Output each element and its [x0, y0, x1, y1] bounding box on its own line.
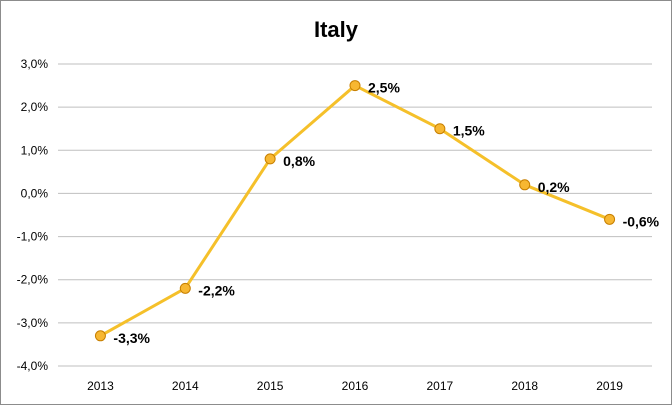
- data-label: -2,2%: [198, 282, 235, 298]
- data-points: [94, 80, 616, 342]
- x-tick-label: 2013: [87, 379, 114, 393]
- data-point: [349, 80, 361, 92]
- x-axis-ticks: 2013 2014 2015 2016 2017 2018 2019: [87, 379, 623, 393]
- data-label: 0,8%: [283, 153, 315, 169]
- data-point: [434, 123, 446, 135]
- y-tick-label: 3,0%: [21, 57, 49, 71]
- data-point: [264, 153, 276, 165]
- y-tick-label: 1,0%: [21, 143, 49, 157]
- y-tick-label: 2,0%: [21, 100, 49, 114]
- data-label: -3,3%: [113, 330, 150, 346]
- gridlines: [58, 63, 652, 367]
- x-tick-label: 2014: [172, 379, 199, 393]
- y-axis-ticks: 3,0% 2,0% 1,0% 0,0% -1,0% -2,0% -3,0% -4,0%: [17, 57, 49, 373]
- y-tick-label: -3,0%: [17, 316, 49, 330]
- x-tick-label: 2016: [342, 379, 369, 393]
- x-tick-label: 2018: [511, 379, 538, 393]
- x-tick-label: 2019: [596, 379, 623, 393]
- y-tick-label: 0,0%: [21, 186, 49, 200]
- y-tick-label: -1,0%: [17, 230, 49, 244]
- x-tick-label: 2017: [427, 379, 454, 393]
- series-line: [99, 84, 611, 338]
- chart-title: Italy: [313, 17, 359, 42]
- data-point: [179, 282, 191, 294]
- series-line-group: [99, 84, 611, 338]
- data-point: [94, 330, 106, 342]
- y-tick-label: -4,0%: [17, 359, 49, 373]
- data-labels: -3,3% -2,2% 0,8% 2,5% 1,5% 0,2% -0,6%: [113, 80, 659, 346]
- data-label: 1,5%: [453, 123, 485, 139]
- data-point: [519, 179, 531, 191]
- data-point: [604, 213, 616, 225]
- x-tick-label: 2015: [257, 379, 284, 393]
- data-label: 0,2%: [538, 179, 570, 195]
- data-label: -0,6%: [623, 213, 660, 229]
- y-tick-label: -2,0%: [17, 273, 49, 287]
- data-label: 2,5%: [368, 80, 400, 96]
